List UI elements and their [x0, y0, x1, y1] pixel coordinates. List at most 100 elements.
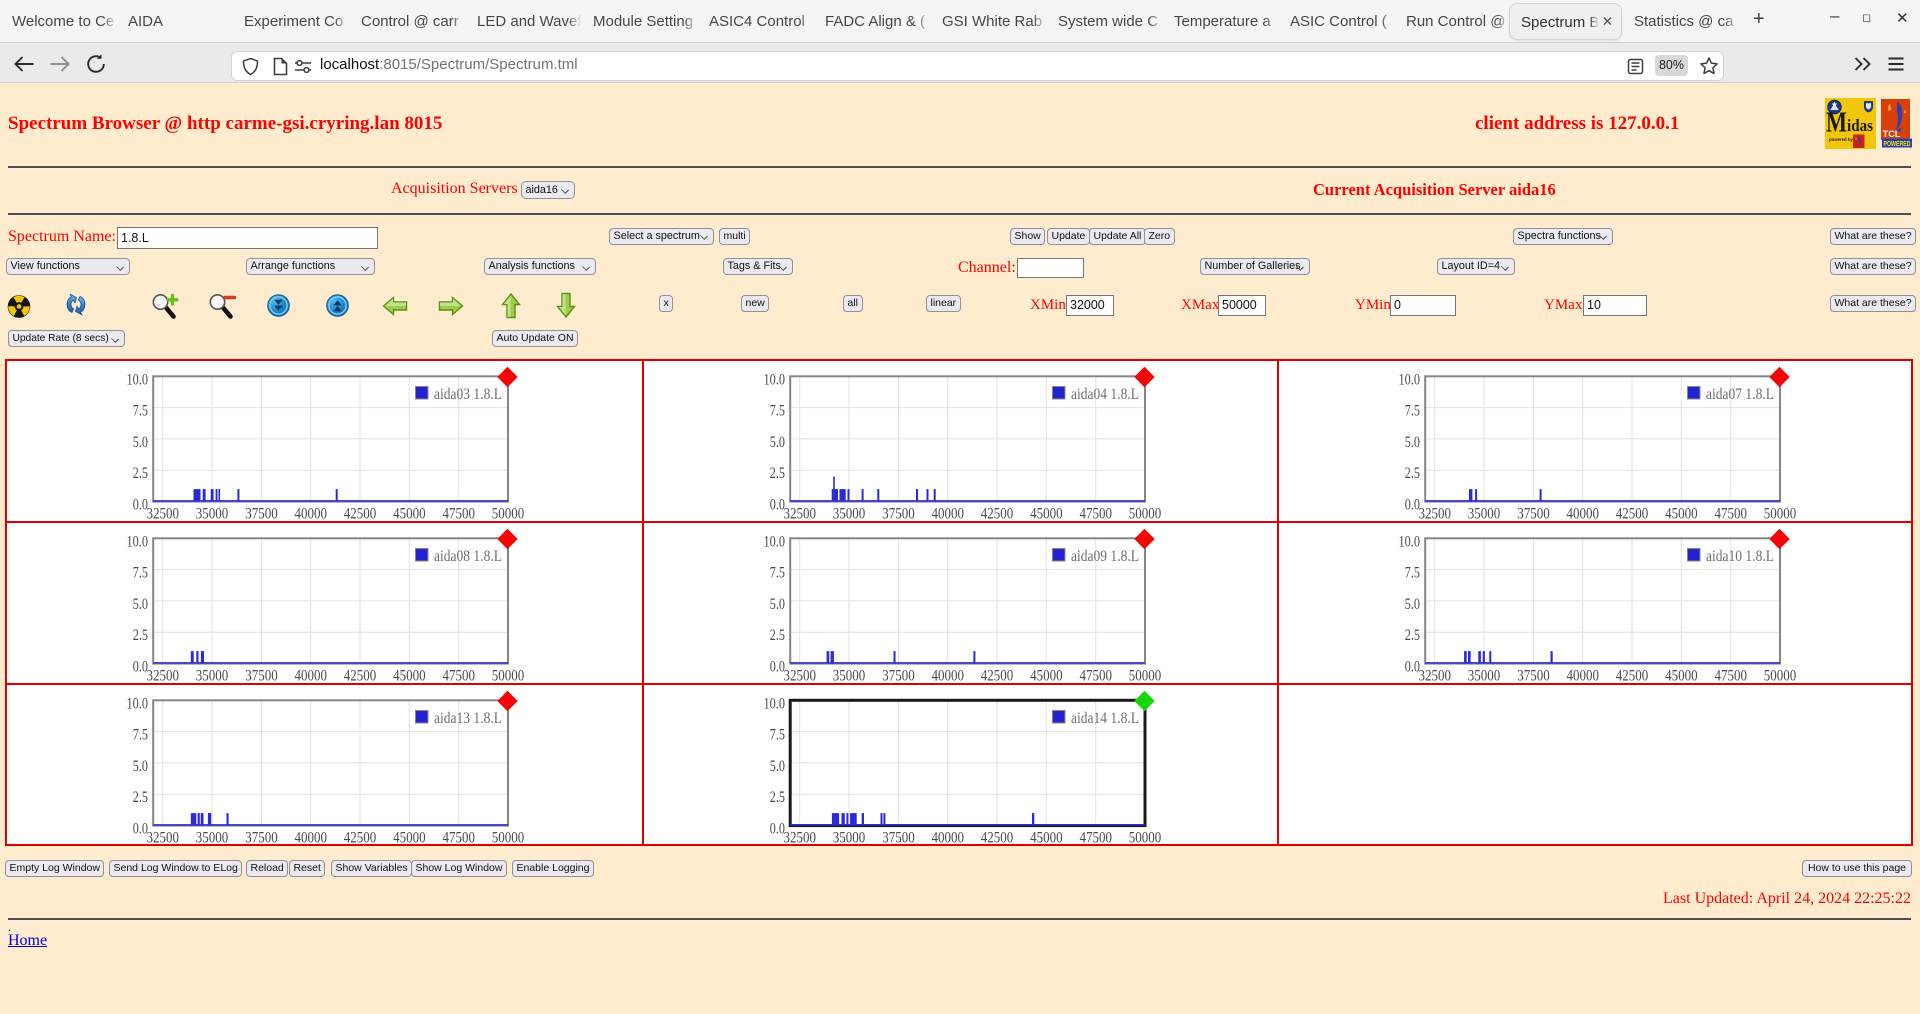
svg-text:5.0: 5.0 [770, 596, 785, 613]
svg-text:7.5: 7.5 [770, 726, 785, 743]
svg-text:M: M [1826, 107, 1847, 139]
svg-text:10.0: 10.0 [763, 371, 785, 388]
svg-text:47500: 47500 [443, 506, 476, 520]
svg-text:32500: 32500 [783, 506, 816, 520]
svg-text:42500: 42500 [981, 829, 1014, 843]
svg-text:7.5: 7.5 [133, 403, 148, 420]
svg-text:32500: 32500 [1419, 667, 1452, 681]
svg-text:POWERED: POWERED [1884, 141, 1911, 148]
svg-text:45000: 45000 [393, 829, 426, 843]
svg-text:0.0: 0.0 [770, 658, 785, 675]
svg-text:aida07 1.8.L: aida07 1.8.L [1706, 386, 1774, 403]
svg-text:45000: 45000 [1030, 829, 1063, 843]
svg-text:2.5: 2.5 [770, 789, 785, 806]
svg-text:42500: 42500 [344, 667, 377, 681]
svg-text:7.5: 7.5 [770, 403, 785, 420]
svg-text:50000: 50000 [1129, 829, 1162, 843]
svg-text:0.0: 0.0 [770, 497, 785, 514]
svg-text:45000: 45000 [393, 667, 426, 681]
svg-text:2.5: 2.5 [133, 627, 148, 644]
svg-text:0.0: 0.0 [1405, 658, 1420, 675]
svg-text:42500: 42500 [981, 506, 1014, 520]
svg-text:10.0: 10.0 [1399, 371, 1421, 388]
svg-text:aida10 1.8.L: aida10 1.8.L [1706, 548, 1774, 565]
svg-text:50000: 50000 [1129, 506, 1162, 520]
svg-text:47500: 47500 [443, 667, 476, 681]
svg-text:2.5: 2.5 [133, 789, 148, 806]
svg-text:7.5: 7.5 [133, 564, 148, 581]
svg-text:aida03 1.8.L: aida03 1.8.L [434, 386, 502, 403]
svg-text:42500: 42500 [1616, 506, 1649, 520]
svg-text:47500: 47500 [1079, 506, 1112, 520]
svg-text:10.0: 10.0 [763, 695, 785, 712]
svg-text:45000: 45000 [393, 506, 426, 520]
svg-text:7.5: 7.5 [1405, 564, 1420, 581]
svg-text:37500: 37500 [882, 829, 915, 843]
svg-text:40000: 40000 [295, 829, 328, 843]
svg-text:47500: 47500 [1715, 667, 1748, 681]
svg-text:35000: 35000 [196, 667, 229, 681]
svg-text:50000: 50000 [492, 829, 525, 843]
svg-text:5.0: 5.0 [770, 757, 785, 774]
svg-text:aida04 1.8.L: aida04 1.8.L [1071, 386, 1139, 403]
svg-text:35000: 35000 [833, 667, 866, 681]
svg-text:10.0: 10.0 [127, 533, 149, 550]
svg-text:37500: 37500 [245, 506, 278, 520]
svg-text:40000: 40000 [931, 829, 964, 843]
svg-text:40000: 40000 [931, 667, 964, 681]
svg-text:45000: 45000 [1030, 667, 1063, 681]
svg-text:50000: 50000 [1764, 506, 1797, 520]
svg-text:35000: 35000 [1468, 506, 1501, 520]
svg-text:0.0: 0.0 [133, 497, 148, 514]
svg-text:35000: 35000 [833, 506, 866, 520]
svg-text:5.0: 5.0 [1405, 596, 1420, 613]
svg-text:42500: 42500 [344, 506, 377, 520]
svg-text:0.0: 0.0 [133, 658, 148, 675]
svg-text:powered by: powered by [1829, 137, 1853, 142]
svg-text:5.0: 5.0 [133, 434, 148, 451]
svg-text:2.5: 2.5 [1405, 465, 1420, 482]
svg-text:37500: 37500 [1517, 667, 1550, 681]
svg-text:32500: 32500 [147, 506, 180, 520]
svg-text:42500: 42500 [344, 829, 377, 843]
svg-text:37500: 37500 [245, 667, 278, 681]
svg-text:40000: 40000 [295, 506, 328, 520]
svg-text:50000: 50000 [492, 506, 525, 520]
svg-text:47500: 47500 [1079, 829, 1112, 843]
svg-text:45000: 45000 [1665, 506, 1698, 520]
svg-text:40000: 40000 [931, 506, 964, 520]
svg-text:42500: 42500 [1616, 667, 1649, 681]
svg-text:5.0: 5.0 [1405, 434, 1420, 451]
svg-text:32500: 32500 [147, 667, 180, 681]
svg-text:40000: 40000 [1567, 506, 1600, 520]
svg-text:0.0: 0.0 [770, 820, 785, 837]
svg-text:32500: 32500 [1419, 506, 1452, 520]
svg-text:5.0: 5.0 [770, 434, 785, 451]
svg-text:aida13 1.8.L: aida13 1.8.L [434, 710, 502, 727]
svg-text:47500: 47500 [1715, 506, 1748, 520]
svg-text:idas: idas [1847, 116, 1873, 135]
svg-text:45000: 45000 [1030, 506, 1063, 520]
svg-text:2.5: 2.5 [133, 465, 148, 482]
svg-text:50000: 50000 [1129, 667, 1162, 681]
svg-text:aida09 1.8.L: aida09 1.8.L [1071, 548, 1139, 565]
svg-text:35000: 35000 [196, 829, 229, 843]
svg-text:10.0: 10.0 [127, 371, 149, 388]
svg-text:10.0: 10.0 [1399, 533, 1421, 550]
svg-text:50000: 50000 [1764, 667, 1797, 681]
svg-text:42500: 42500 [981, 667, 1014, 681]
svg-text:50000: 50000 [492, 667, 525, 681]
svg-text:0.0: 0.0 [133, 820, 148, 837]
svg-text:0.0: 0.0 [1405, 497, 1420, 514]
svg-text:40000: 40000 [295, 667, 328, 681]
svg-text:47500: 47500 [443, 829, 476, 843]
svg-text:7.5: 7.5 [133, 726, 148, 743]
svg-text:37500: 37500 [245, 829, 278, 843]
svg-text:5.0: 5.0 [133, 596, 148, 613]
svg-text:37500: 37500 [882, 506, 915, 520]
svg-text:32500: 32500 [147, 829, 180, 843]
svg-text:35000: 35000 [833, 829, 866, 843]
svg-text:aida14 1.8.L: aida14 1.8.L [1071, 710, 1139, 727]
svg-text:7.5: 7.5 [1405, 403, 1420, 420]
svg-text:5.0: 5.0 [133, 757, 148, 774]
